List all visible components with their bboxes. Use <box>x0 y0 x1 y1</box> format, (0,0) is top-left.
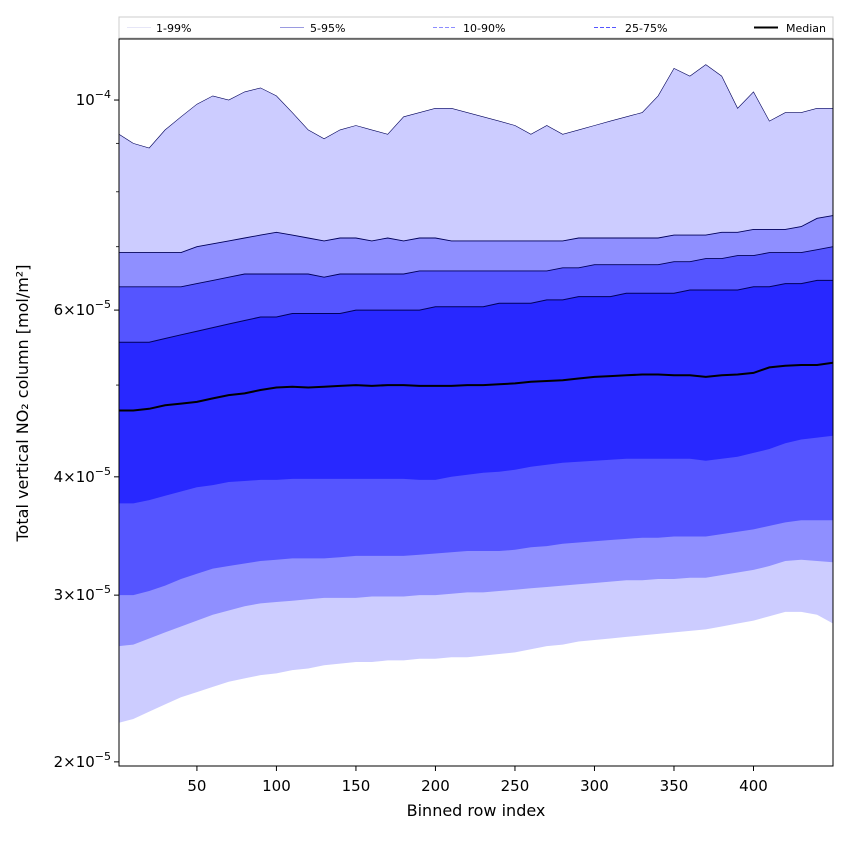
legend-label: 5-95% <box>310 22 345 35</box>
legend-label: Median <box>786 22 826 35</box>
outline-p95 <box>119 215 833 254</box>
percentile-outlines <box>119 64 833 343</box>
x-tick-label: 350 <box>660 777 689 795</box>
y-axis-label: Total vertical NO₂ column [mol/m²] <box>13 265 32 543</box>
median-line <box>119 361 833 412</box>
band-25-75 <box>119 280 833 504</box>
legend-label: 1-99% <box>156 22 191 35</box>
y-axis-ticks: 2×10−5 3×10−5 4×10−5 6×10−5 10−4 <box>54 88 119 771</box>
x-tick-label: 400 <box>739 777 768 795</box>
x-tick-label: 100 <box>262 777 291 795</box>
percentile-bands <box>119 64 833 723</box>
x-axis-label: Binned row index <box>407 801 546 820</box>
x-axis-ticks: 50 100 150 200 250 300 350 400 <box>187 766 768 795</box>
plot-frame <box>118 38 834 767</box>
x-tick-label: 150 <box>342 777 371 795</box>
outline-p99 <box>119 64 833 149</box>
legend: 1-99% 5-95% 10-90% 25-75% Median <box>118 16 834 39</box>
legend-label: 25-75% <box>625 22 667 35</box>
outline-p90 <box>119 246 833 288</box>
y-tick-label: 10−4 <box>76 88 111 109</box>
x-tick-label: 250 <box>501 777 530 795</box>
legend-label: 10-90% <box>463 22 505 35</box>
y-tick-label: 6×10−5 <box>54 298 111 319</box>
x-tick-label: 200 <box>421 777 450 795</box>
median-line-group <box>119 361 833 412</box>
y-tick-label: 4×10−5 <box>54 465 111 486</box>
x-tick-label: 50 <box>187 777 206 795</box>
x-tick-label: 300 <box>580 777 609 795</box>
y-tick-label: 3×10−5 <box>54 583 111 604</box>
legend-box <box>118 16 834 39</box>
y-tick-label: 2×10−5 <box>54 750 111 771</box>
outline-p75 <box>119 279 833 343</box>
